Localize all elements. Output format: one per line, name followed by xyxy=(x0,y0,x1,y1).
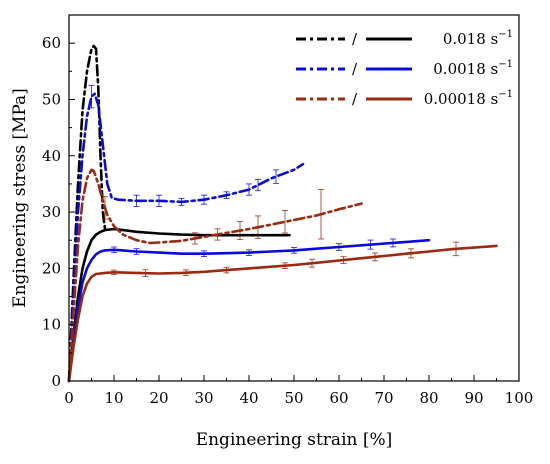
error-bar xyxy=(453,241,459,257)
error-bar xyxy=(246,183,252,196)
legend: / 0.018 s−1 / 0.0018 s−1 / 0.00018 s−1 xyxy=(296,29,513,108)
y-tick-label: 20 xyxy=(42,259,61,277)
y-tick-label: 30 xyxy=(42,203,61,221)
error-bar xyxy=(142,269,149,277)
y-tick-label: 60 xyxy=(42,34,61,52)
x-tick-label: 50 xyxy=(284,389,303,407)
error-bar xyxy=(408,248,414,259)
y-tick-label: 40 xyxy=(42,147,61,165)
error-bar xyxy=(255,178,261,192)
error-bar xyxy=(214,228,221,241)
x-tick-label: 10 xyxy=(104,389,123,407)
legend-label-0: 0.018 s−1 xyxy=(443,29,513,48)
error-bar xyxy=(273,169,279,184)
legend-unit-0: s xyxy=(491,30,499,48)
error-bar xyxy=(282,210,288,234)
legend-separator-2: / xyxy=(352,90,358,108)
error-bar xyxy=(282,262,288,269)
error-bar xyxy=(88,84,95,109)
legend-rate-2: 0.00018 xyxy=(424,90,486,108)
series-1-solid-line xyxy=(67,227,291,383)
error-bar xyxy=(291,247,297,254)
error-bar xyxy=(390,238,396,248)
legend-entry-2: / 0.00018 s−1 xyxy=(296,89,513,108)
error-bar xyxy=(309,258,315,268)
series-5-solid-line xyxy=(67,244,498,383)
x-tick-label: 0 xyxy=(64,389,74,407)
legend-separator-0: / xyxy=(352,30,358,48)
error-bar xyxy=(133,194,140,207)
y-tick-label: 0 xyxy=(51,372,61,390)
legend-entry-0: / 0.018 s−1 xyxy=(296,29,513,48)
error-bar xyxy=(178,198,185,206)
error-bar xyxy=(201,194,207,205)
y-tick-label: 10 xyxy=(42,316,61,334)
legend-unit-1: s xyxy=(491,60,499,78)
legend-exp-0: −1 xyxy=(498,29,513,40)
legend-label-2: 0.00018 s−1 xyxy=(424,89,513,108)
legend-rate-1: 0.0018 xyxy=(433,60,486,78)
legend-exp-1: −1 xyxy=(498,59,513,70)
error-bar xyxy=(201,250,207,258)
error-bar xyxy=(133,248,140,255)
error-bar xyxy=(223,266,230,274)
error-bar xyxy=(111,269,117,276)
error-bar xyxy=(340,256,347,264)
error-bar xyxy=(246,249,252,256)
error-bar xyxy=(372,252,378,262)
x-tick-label: 40 xyxy=(239,389,258,407)
legend-entry-1: / 0.0018 s−1 xyxy=(296,59,513,78)
error-bar xyxy=(318,188,324,240)
series-4-dashdot-line xyxy=(67,168,363,383)
error-bar xyxy=(336,243,342,251)
legend-separator-1: / xyxy=(352,60,358,78)
error-bar xyxy=(192,232,198,245)
error-bar xyxy=(237,221,243,241)
x-tick-label: 30 xyxy=(194,389,213,407)
error-bar xyxy=(156,194,162,207)
x-tick-label: 90 xyxy=(464,389,483,407)
x-tick-label: 60 xyxy=(329,389,348,407)
legend-exp-2: −1 xyxy=(498,89,513,100)
x-axis-title: Engineering strain [%] xyxy=(196,430,393,450)
x-tick-label: 70 xyxy=(374,389,393,407)
series-2-dashdot-line xyxy=(67,92,305,383)
y-tick-label: 50 xyxy=(42,90,61,108)
error-bar xyxy=(183,269,189,276)
error-bar xyxy=(111,246,117,254)
error-bar xyxy=(255,215,261,239)
legend-rate-0: 0.018 xyxy=(443,30,486,48)
legend-unit-2: s xyxy=(491,90,499,108)
y-axis-title: Engineering stress [MPa] xyxy=(10,88,30,308)
series-0-dashdot-line xyxy=(67,44,107,383)
x-tick-label: 100 xyxy=(505,389,534,407)
series-layer xyxy=(67,44,498,383)
error-bar xyxy=(367,239,374,250)
x-tick-label: 20 xyxy=(149,389,168,407)
axis-ticks: 0 10 20 30 40 50 60 70 80 90 100 0 10 20 30 40 50 60 xyxy=(42,34,533,407)
x-tick-label: 80 xyxy=(419,389,438,407)
series-3-solid-line xyxy=(67,238,431,383)
error-bar xyxy=(223,191,230,200)
legend-label-1: 0.0018 s−1 xyxy=(433,59,513,78)
error-bar xyxy=(102,196,108,220)
